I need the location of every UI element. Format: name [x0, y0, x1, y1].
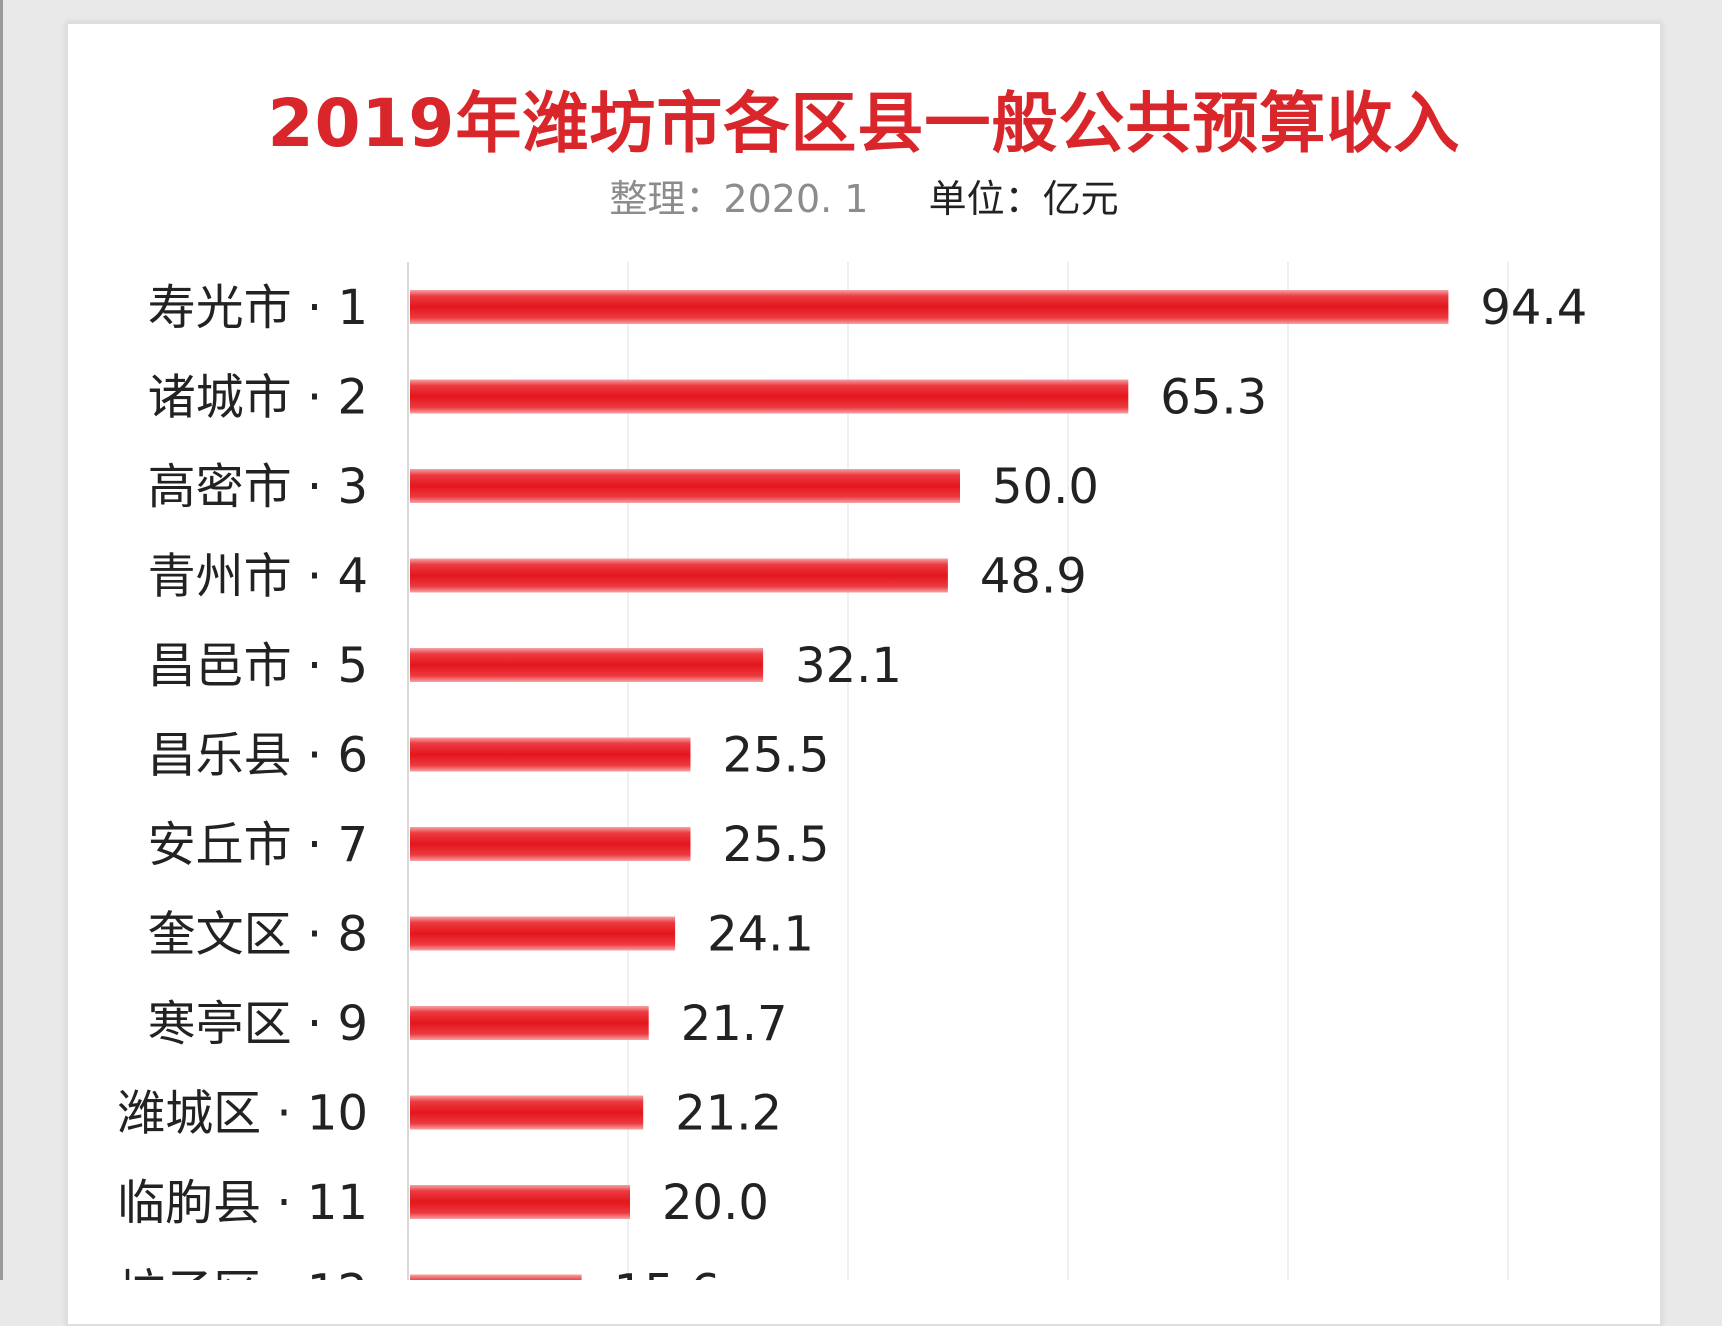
- value-label: 50.0: [992, 459, 1099, 515]
- bar: [410, 1274, 582, 1280]
- value-label: 21.2: [675, 1086, 782, 1142]
- category-label: 临朐县 · 11: [117, 1175, 368, 1231]
- category-label: 奎文区 · 8: [148, 907, 368, 963]
- subtitle-unit: 单位：亿元: [928, 177, 1119, 221]
- bars: 寿光市 · 1 94.4 诸城市 · 2 65.3 高密市 · 3 50.0 青州市 · 4…: [117, 280, 1587, 1280]
- category-label: 昌邑市 · 5: [148, 638, 368, 694]
- value-label: 25.5: [723, 728, 830, 784]
- category-label: 高密市 · 3: [148, 459, 368, 515]
- category-label: 安丘市 · 7: [148, 817, 368, 873]
- value-label: 65.3: [1160, 370, 1267, 426]
- bar: [410, 1185, 630, 1219]
- category-label: 寒亭区 · 9: [148, 996, 368, 1052]
- category-label: 坊子区 · 12: [117, 1265, 368, 1281]
- value-label: 20.0: [662, 1175, 769, 1231]
- subtitle-date-note: 整理：2020. 1: [609, 177, 869, 221]
- bar: [410, 379, 1129, 414]
- chart-subtitle: 整理：2020. 1 单位：亿元: [68, 168, 1660, 223]
- bar: [410, 916, 676, 951]
- bar: [410, 737, 691, 772]
- value-label: 32.1: [795, 638, 902, 694]
- value-label: 25.5: [723, 817, 830, 873]
- chart-title: 2019年潍坊市各区县一般公共预算收入: [267, 85, 1461, 162]
- value-label: 21.7: [681, 996, 788, 1052]
- category-label: 青州市 · 4: [148, 549, 368, 605]
- bar: [410, 290, 1449, 324]
- bar: [410, 827, 691, 861]
- bar: [410, 469, 960, 503]
- category-label: 昌乐县 · 6: [148, 728, 368, 784]
- category-label: 寿光市 · 1: [148, 280, 368, 336]
- bar: [410, 558, 948, 593]
- value-label: 15.6: [614, 1265, 721, 1281]
- value-label: 48.9: [980, 549, 1087, 605]
- category-label: 诸城市 · 2: [148, 370, 368, 426]
- bar: [410, 1095, 644, 1130]
- category-label: 潍城区 · 10: [117, 1086, 368, 1142]
- bar: [410, 1006, 649, 1040]
- value-label: 24.1: [707, 907, 814, 963]
- value-label: 94.4: [1480, 280, 1587, 336]
- left-edge-border: [0, 0, 3, 1280]
- bar-chart-plot: 寿光市 · 1 94.4 诸城市 · 2 65.3 高密市 · 3 50.0 青州市 · 4…: [117, 262, 1587, 1280]
- chart-card: 2019年潍坊市各区县一般公共预算收入 整理：2020. 1 单位：亿元: [66, 22, 1662, 1326]
- bar: [410, 648, 764, 682]
